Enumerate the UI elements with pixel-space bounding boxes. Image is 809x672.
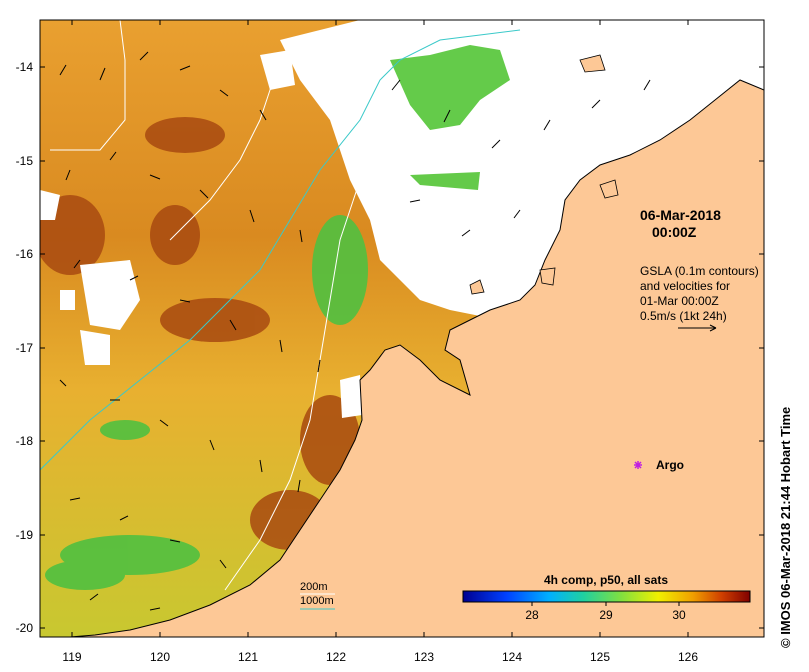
x-tick-label: 119 <box>62 650 81 664</box>
x-tick-label: 124 <box>502 650 522 664</box>
cloud-mask <box>40 20 764 418</box>
y-tick-label: -14 <box>16 60 34 74</box>
colorbar-title: 4h comp, p50, all sats <box>544 573 668 587</box>
contour-200-label: 200m <box>300 581 328 593</box>
land <box>69 79 764 637</box>
colorbar-tick-label: 30 <box>672 608 686 622</box>
date-label: 06-Mar-2018 <box>640 207 721 223</box>
x-tick-label: 120 <box>150 650 170 664</box>
colorbar-ticks <box>531 602 680 606</box>
gsla-line: GSLA (0.1m contours) <box>640 264 759 278</box>
x-tick-label: 125 <box>590 650 610 664</box>
argo-marker: Argo <box>634 458 684 472</box>
colorbar-tick-label: 28 <box>525 608 539 622</box>
y-tick-label: -17 <box>16 341 34 355</box>
velocity-arrows <box>59 51 651 611</box>
scale-arrow-icon <box>678 324 717 332</box>
colorbar-tick-label: 29 <box>599 608 613 622</box>
y-tick-label: -20 <box>16 621 34 635</box>
x-axis-labels: 119 120 121 122 123 124 125 126 <box>62 650 698 664</box>
gsla-line: and velocities for <box>640 279 730 293</box>
islands <box>469 54 619 295</box>
y-tick-label: -16 <box>16 247 34 261</box>
contour-legend: 200m 1000m <box>300 581 335 610</box>
gsla-line: 0.5m/s (1kt 24h) <box>640 309 727 323</box>
imos-credit: © IMOS 06-Mar-2018 21:44 Hobart Time <box>778 406 793 648</box>
y-tick-label: -15 <box>16 154 34 168</box>
y-tick-label: -19 <box>16 528 34 542</box>
argo-icon <box>634 461 642 469</box>
x-tick-label: 123 <box>414 650 434 664</box>
cloud-edge-data <box>390 45 510 190</box>
argo-label: Argo <box>656 458 684 472</box>
x-tick-label: 121 <box>238 650 258 664</box>
contour-1000m <box>50 20 361 591</box>
axis-ticks <box>40 20 764 637</box>
colorbar: 4h comp, p50, all sats 28 29 30 <box>462 573 751 622</box>
map-area <box>40 20 764 637</box>
gsla-annotation: GSLA (0.1m contours) and velocities for … <box>640 264 759 332</box>
colorbar-gradient <box>462 590 751 603</box>
y-tick-label: -18 <box>16 434 34 448</box>
contour-200m <box>40 29 521 471</box>
x-tick-label: 122 <box>326 650 346 664</box>
time-label: 00:00Z <box>652 224 697 240</box>
gsla-line: 01-Mar 00:00Z <box>640 294 719 308</box>
contour-1000-label: 1000m <box>300 595 334 607</box>
x-tick-label: 126 <box>678 650 698 664</box>
plot-frame <box>39 19 765 638</box>
y-axis-labels: -14 -15 -16 -17 -18 -19 -20 <box>16 60 34 635</box>
